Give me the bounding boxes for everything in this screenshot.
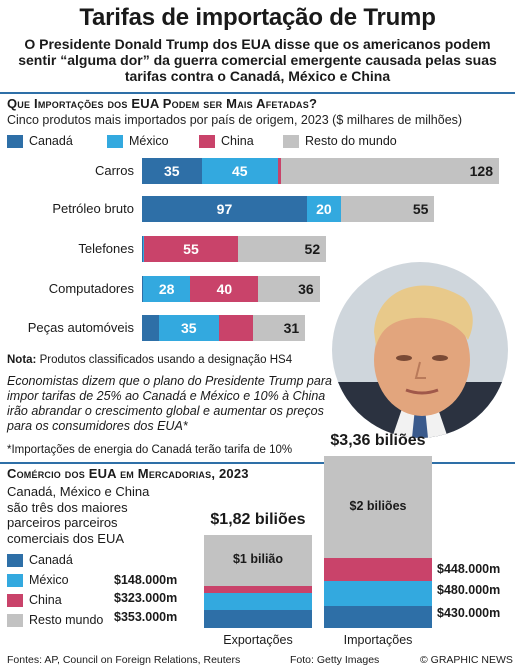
section2-title: Comércio dos EUA em Mercadorias, 2023 bbox=[7, 466, 249, 481]
bar-value-label: 35 bbox=[180, 320, 197, 336]
bar-value-label: 36 bbox=[298, 281, 314, 297]
bar-segment bbox=[201, 158, 278, 184]
import-value-label: $448.000m bbox=[437, 562, 501, 576]
legend-swatch bbox=[283, 134, 299, 148]
legend-swatch bbox=[7, 573, 23, 587]
bar-segment bbox=[340, 196, 435, 222]
section2-description: Canadá, México e China são três dos maio… bbox=[7, 484, 150, 546]
legend-label: China bbox=[221, 134, 254, 148]
note-text: Produtos classificados usando a designaç… bbox=[36, 354, 293, 366]
legend-label: China bbox=[29, 593, 62, 607]
bar-value-label: 45 bbox=[231, 163, 248, 179]
bar-segment bbox=[142, 158, 202, 184]
bar-value-label: 40 bbox=[216, 281, 233, 297]
legend-label: Resto mundo bbox=[29, 613, 104, 627]
bar-segment bbox=[218, 315, 253, 341]
legend-label: Resto do mundo bbox=[305, 134, 397, 148]
column-total-label: $1,82 biliões bbox=[210, 510, 306, 528]
column-category-label: Exportações bbox=[223, 633, 293, 647]
legend-label: México bbox=[29, 573, 69, 587]
bar-segment bbox=[281, 158, 499, 184]
bar-value-label: 52 bbox=[304, 241, 321, 257]
bar-value-label: 35 bbox=[163, 163, 180, 179]
bar-segment bbox=[142, 236, 145, 262]
bar-segment bbox=[306, 196, 341, 222]
import-value-label: $430.000m bbox=[437, 606, 501, 620]
export-value-label: $353.000m bbox=[114, 610, 178, 624]
bar-segment bbox=[278, 158, 282, 184]
bar-value-label: 55 bbox=[183, 241, 199, 257]
bar-segment bbox=[142, 276, 191, 302]
legend-swatch bbox=[7, 553, 23, 567]
column-segment bbox=[204, 534, 312, 586]
economists-quote: Economistas dizem que o plano do Preside… bbox=[7, 374, 332, 433]
section-divider bbox=[0, 462, 515, 464]
legend-item-canada: Canadá bbox=[7, 553, 73, 567]
bar-value-label: 28 bbox=[158, 281, 175, 297]
legend-label: Canadá bbox=[29, 553, 73, 567]
note: Nota: Produtos classificados usando a de… bbox=[7, 354, 292, 366]
legend-label: Canadá bbox=[29, 134, 73, 148]
legend-item-mexico: México bbox=[7, 573, 69, 587]
legend-item-canada: Canadá bbox=[7, 134, 73, 148]
bar-value-label: 97 bbox=[216, 201, 233, 217]
bar-segment bbox=[142, 315, 159, 341]
column-segment bbox=[204, 609, 312, 628]
column-rest-label: $1 bilião bbox=[232, 552, 284, 567]
bar-value-label: 31 bbox=[283, 320, 300, 336]
page-title: Tarifas de importação de Trump bbox=[79, 4, 436, 31]
bar-segment bbox=[159, 315, 219, 341]
photo-credit: Foto: Getty Images bbox=[290, 654, 380, 666]
legend-item-mexico: México bbox=[107, 134, 169, 148]
bar-segment bbox=[252, 315, 306, 341]
bar-value-label: 128 bbox=[469, 163, 493, 179]
section1-subtitle: Cinco produtos mais importados por país … bbox=[7, 113, 463, 127]
column-segment bbox=[324, 605, 432, 628]
bar-value-label: 55 bbox=[412, 201, 429, 217]
category-label: Telefones bbox=[78, 241, 134, 256]
trump-photo bbox=[332, 262, 508, 438]
bar-segment bbox=[237, 236, 327, 262]
bar-segment bbox=[190, 276, 259, 302]
section1-title: Que Importações dos EUA Podem ser Mais A… bbox=[7, 96, 318, 111]
legend-item-china: China bbox=[7, 593, 62, 607]
bar-segment bbox=[142, 196, 307, 222]
import-value-label: $480.000m bbox=[437, 583, 501, 597]
legend-item-rest: Resto do mundo bbox=[283, 134, 397, 148]
category-label: Computadores bbox=[48, 281, 134, 296]
brand-credit: © GRAPHIC NEWS bbox=[420, 654, 513, 666]
bar-segment bbox=[142, 236, 143, 262]
legend-item-rest: Resto mundo bbox=[7, 613, 103, 627]
legend-swatch bbox=[7, 613, 23, 627]
column-total-label: $3,36 biliões bbox=[330, 432, 426, 449]
legend-item-china: China bbox=[199, 134, 254, 148]
column-segment bbox=[324, 456, 432, 559]
column-segment bbox=[324, 558, 432, 582]
category-label: Peças automóveis bbox=[27, 320, 134, 335]
column-segment bbox=[324, 581, 432, 606]
legend-swatch bbox=[7, 134, 23, 148]
bar-segment bbox=[258, 276, 320, 302]
column-segment bbox=[204, 585, 312, 594]
legend-swatch bbox=[107, 134, 123, 148]
bar-segment bbox=[144, 236, 238, 262]
note-label: Nota: bbox=[7, 354, 37, 366]
bar-segment bbox=[142, 276, 143, 302]
column-category-label: Importações bbox=[343, 633, 413, 647]
export-value-label: $148.000m bbox=[114, 573, 178, 587]
column-rest-label: $2 biliões bbox=[349, 499, 407, 514]
footnote: *Importações de energia do Canadá terão … bbox=[7, 444, 293, 456]
page-subtitle: O Presidente Donald Trump dos EUA disse … bbox=[18, 36, 497, 84]
category-label: Carros bbox=[94, 163, 134, 178]
legend-label: México bbox=[129, 134, 169, 148]
column-segment bbox=[204, 593, 312, 610]
category-label: Petróleo bruto bbox=[52, 201, 134, 216]
bar-value-label: 20 bbox=[316, 201, 332, 217]
legend-swatch bbox=[199, 134, 215, 148]
export-value-label: $323.000m bbox=[114, 591, 178, 605]
section-divider bbox=[0, 92, 515, 94]
sources: Fontes: AP, Council on Foreign Relations… bbox=[7, 654, 241, 666]
legend-swatch bbox=[7, 593, 23, 607]
